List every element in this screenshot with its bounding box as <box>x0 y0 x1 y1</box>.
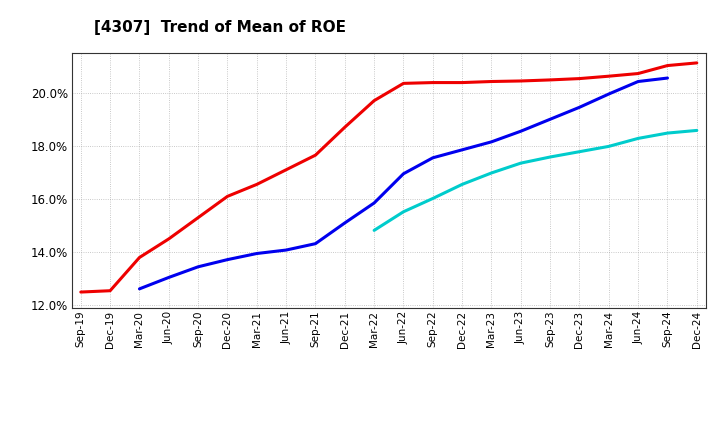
Text: [4307]  Trend of Mean of ROE: [4307] Trend of Mean of ROE <box>94 20 346 35</box>
Legend: 3 Years, 5 Years, 7 Years, 10 Years: 3 Years, 5 Years, 7 Years, 10 Years <box>197 437 580 440</box>
